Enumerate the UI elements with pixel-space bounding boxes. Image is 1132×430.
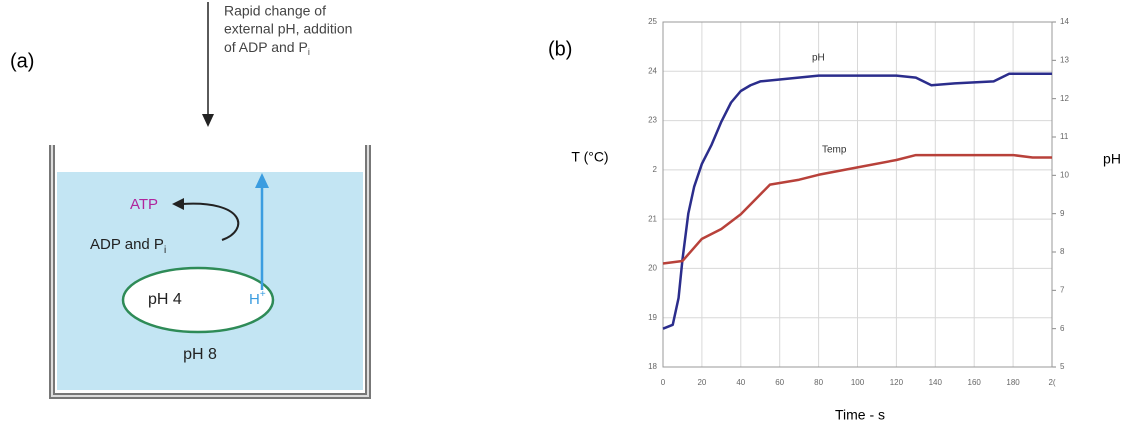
y2-tick-label: 8 bbox=[1060, 247, 1065, 256]
y-tick-label: 21 bbox=[648, 214, 657, 223]
note-line: of ADP and Pi bbox=[224, 39, 310, 58]
x-tick-label: 160 bbox=[968, 378, 982, 387]
x-tick-label: 140 bbox=[929, 378, 943, 387]
y2-tick-label: 6 bbox=[1060, 324, 1065, 333]
adp-subscript: i bbox=[164, 245, 166, 256]
outer-ph: pH 8 bbox=[183, 346, 217, 363]
x-tick-label: 80 bbox=[814, 378, 823, 387]
series-label: pH bbox=[812, 53, 825, 64]
y-tick-label: 18 bbox=[648, 362, 657, 371]
atp: ATP bbox=[130, 196, 158, 213]
note-line: external pH, addition bbox=[224, 21, 352, 37]
y2-tick-label: 14 bbox=[1060, 17, 1069, 26]
y2-tick-label: 9 bbox=[1060, 209, 1065, 218]
proton-arrow-head bbox=[255, 173, 269, 188]
y2-tick-label: 5 bbox=[1060, 362, 1065, 371]
series-label: Temp bbox=[822, 145, 847, 156]
x-tick-label: 60 bbox=[775, 378, 784, 387]
reaction-arrow bbox=[181, 202, 240, 241]
proton: H+ bbox=[249, 289, 266, 308]
reaction-arrow-head bbox=[172, 198, 184, 210]
note-line: Rapid change of bbox=[224, 3, 326, 19]
x-axis-label: Time - s bbox=[835, 407, 885, 423]
y-tick-label: 25 bbox=[648, 17, 657, 26]
x-tick-label: 100 bbox=[851, 378, 865, 387]
note-text: of ADP and P bbox=[224, 39, 308, 55]
arrow-head bbox=[202, 114, 214, 127]
note-subscript: i bbox=[308, 47, 310, 57]
proton-text: H bbox=[249, 291, 260, 308]
y2-tick-label: 12 bbox=[1060, 94, 1069, 103]
x-tick-label: 20 bbox=[697, 378, 706, 387]
series-line bbox=[662, 72, 1052, 330]
plot-frame bbox=[662, 21, 1053, 368]
x-tick-label: 180 bbox=[1006, 378, 1020, 387]
adp: ADP and Pi bbox=[90, 236, 166, 256]
y-tick-label: 2 bbox=[653, 165, 658, 174]
panel-label: (b) bbox=[548, 38, 572, 60]
y2-axis-label: pH bbox=[1103, 151, 1121, 167]
vesicle bbox=[121, 266, 275, 334]
panel-label: (a) bbox=[10, 50, 34, 72]
inner-ph: pH 4 bbox=[148, 291, 182, 308]
y-tick-label: 24 bbox=[648, 66, 657, 75]
y-axis-label: T (°C) bbox=[571, 149, 608, 165]
y-tick-label: 20 bbox=[648, 264, 657, 273]
x-tick-label: 120 bbox=[890, 378, 904, 387]
beaker-inner bbox=[51, 145, 369, 397]
y2-tick-label: 13 bbox=[1060, 55, 1069, 64]
series-line bbox=[662, 153, 1052, 265]
y2-tick-label: 11 bbox=[1060, 132, 1069, 141]
x-tick-label: 2( bbox=[1048, 378, 1055, 387]
proton-superscript: + bbox=[260, 289, 266, 300]
x-tick-label: 40 bbox=[736, 378, 745, 387]
y2-tick-label: 7 bbox=[1060, 285, 1065, 294]
y-tick-label: 19 bbox=[648, 313, 657, 322]
x-tick-label: 0 bbox=[661, 378, 666, 387]
y2-tick-label: 10 bbox=[1060, 170, 1069, 179]
adp-text: ADP and P bbox=[90, 236, 164, 253]
y-tick-label: 23 bbox=[648, 116, 657, 125]
